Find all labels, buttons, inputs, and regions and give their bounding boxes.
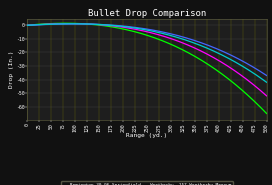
Line: Weatherby .257 Weatherby Magnum
115 gr. BT (N257115BST): Weatherby .257 Weatherby Magnum 115 gr. … [27, 24, 267, 82]
Weatherby .257 Weatherby Magnum
100 gr. SP (H257100GP) [50, 23, 53, 25]
Weatherby .257 Weatherby Magnum
115 gr. BT (N257115BST) [50, 23, 53, 25]
Line: Weatherby .257 Weatherby Magnum
100 gr. SP (H257100GP): Weatherby .257 Weatherby Magnum 100 gr. … [27, 24, 267, 75]
Remington 30-06 Springfield
150 Gr.Accu-Tip (PRA3006A) [190, 53, 193, 56]
Winchester .270 Winchester
130 gr. XP3 (SXP270WA) [50, 23, 53, 25]
Legend: Remington 30-06 Springfield
150 Gr.Accu-Tip (PRA3006A), Winchester .270 Winchest: Remington 30-06 Springfield 150 Gr.Accu-… [61, 181, 233, 185]
Winchester .270 Winchester
130 gr. XP3 (SXP270WA) [131, 28, 134, 30]
Remington 30-06 Springfield
150 Gr.Accu-Tip (PRA3006A) [217, 70, 220, 73]
X-axis label: Range (yd.): Range (yd.) [126, 133, 168, 138]
Remington 30-06 Springfield
150 Gr.Accu-Tip (PRA3006A) [123, 28, 126, 30]
Y-axis label: Drop (In.): Drop (In.) [10, 51, 14, 88]
Weatherby .257 Weatherby Magnum
115 gr. BT (N257115BST) [131, 27, 134, 29]
Weatherby .257 Weatherby Magnum
115 gr. BT (N257115BST) [190, 41, 193, 43]
Winchester .270 Winchester
130 gr. XP3 (SXP270WA) [123, 26, 126, 28]
Weatherby .257 Weatherby Magnum
100 gr. SP (H257100GP) [123, 25, 126, 27]
Weatherby .257 Weatherby Magnum
100 gr. SP (H257100GP) [131, 26, 134, 28]
Remington 30-06 Springfield
150 Gr.Accu-Tip (PRA3006A) [50, 22, 53, 25]
Weatherby .257 Weatherby Magnum
115 gr. BT (N257115BST) [212, 50, 216, 52]
Remington 30-06 Springfield
150 Gr.Accu-Tip (PRA3006A) [212, 67, 216, 70]
Weatherby .257 Weatherby Magnum
115 gr. BT (N257115BST) [123, 26, 126, 28]
Weatherby .257 Weatherby Magnum
100 gr. SP (H257100GP) [212, 47, 216, 49]
Weatherby .257 Weatherby Magnum
115 gr. BT (N257115BST) [26, 24, 29, 26]
Remington 30-06 Springfield
150 Gr.Accu-Tip (PRA3006A) [265, 112, 268, 115]
Weatherby .257 Weatherby Magnum
100 gr. SP (H257100GP) [265, 74, 268, 77]
Weatherby .257 Weatherby Magnum
115 gr. BT (N257115BST) [71, 23, 74, 25]
Weatherby .257 Weatherby Magnum
100 gr. SP (H257100GP) [73, 23, 77, 25]
Remington 30-06 Springfield
150 Gr.Accu-Tip (PRA3006A) [26, 24, 29, 26]
Winchester .270 Winchester
130 gr. XP3 (SXP270WA) [190, 46, 193, 48]
Weatherby .257 Weatherby Magnum
100 gr. SP (H257100GP) [217, 48, 220, 51]
Remington 30-06 Springfield
150 Gr.Accu-Tip (PRA3006A) [64, 22, 67, 24]
Weatherby .257 Weatherby Magnum
115 gr. BT (N257115BST) [265, 81, 268, 83]
Winchester .270 Winchester
130 gr. XP3 (SXP270WA) [265, 95, 268, 97]
Remington 30-06 Springfield
150 Gr.Accu-Tip (PRA3006A) [131, 30, 134, 32]
Title: Bullet Drop Comparison: Bullet Drop Comparison [88, 9, 206, 18]
Winchester .270 Winchester
130 gr. XP3 (SXP270WA) [217, 59, 220, 61]
Winchester .270 Winchester
130 gr. XP3 (SXP270WA) [26, 24, 29, 26]
Weatherby .257 Weatherby Magnum
115 gr. BT (N257115BST) [217, 52, 220, 54]
Line: Remington 30-06 Springfield
150 Gr.Accu-Tip (PRA3006A): Remington 30-06 Springfield 150 Gr.Accu-… [27, 23, 267, 113]
Weatherby .257 Weatherby Magnum
100 gr. SP (H257100GP) [26, 24, 29, 26]
Winchester .270 Winchester
130 gr. XP3 (SXP270WA) [69, 23, 72, 25]
Winchester .270 Winchester
130 gr. XP3 (SXP270WA) [212, 57, 216, 59]
Line: Winchester .270 Winchester
130 gr. XP3 (SXP270WA): Winchester .270 Winchester 130 gr. XP3 (… [27, 24, 267, 96]
Weatherby .257 Weatherby Magnum
100 gr. SP (H257100GP) [190, 38, 193, 41]
